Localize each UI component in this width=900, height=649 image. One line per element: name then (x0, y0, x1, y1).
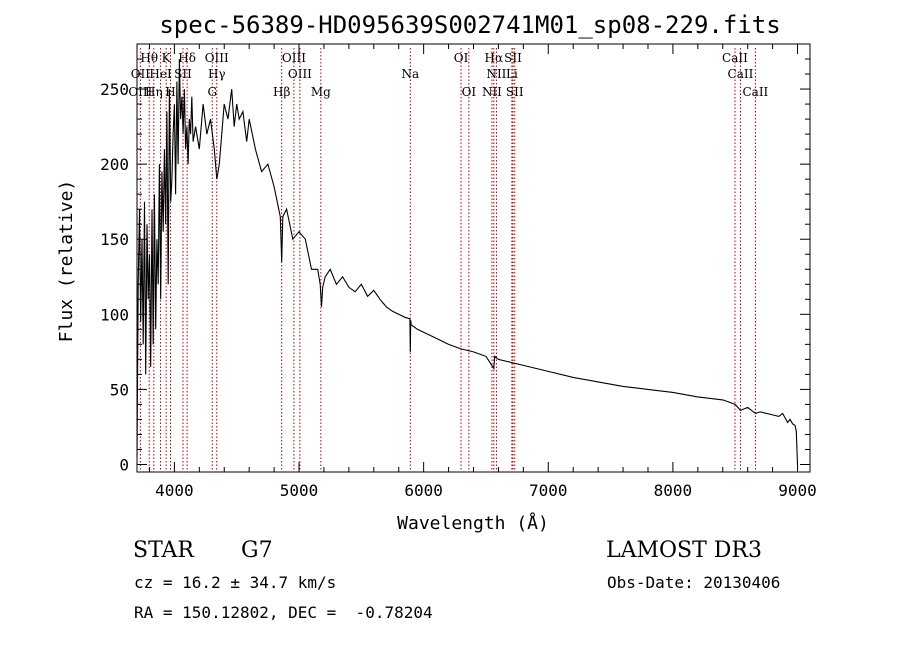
line-marker-label: Na (401, 67, 419, 81)
line-marker-label: Hγ (208, 67, 226, 81)
y-tick-label: 50 (110, 380, 129, 399)
object-class: STAR (133, 538, 194, 563)
line-marker-label: SII (174, 67, 192, 81)
line-marker-label: SII (506, 85, 524, 99)
line-marker-label: CaII (722, 51, 748, 65)
x-axis-ticks: 4000 5000 6000 7000 8000 9000 (148, 44, 817, 500)
survey-name: LAMOST DR3 (606, 538, 762, 563)
line-marker-label: HeI (149, 67, 172, 81)
ra-dec: RA = 150.12802, DEC = -0.78204 (134, 603, 433, 622)
y-tick-label: 250 (100, 80, 129, 99)
obs-date: Obs-Date: 20130406 (607, 573, 781, 592)
spectrum-line (136, 58, 799, 465)
x-tick-label: 9000 (778, 481, 817, 500)
y-tick-label: 0 (119, 455, 129, 474)
line-marker-label: OIII (128, 85, 152, 99)
line-marker-label: OI (454, 51, 469, 65)
line-marker-label: OIII (205, 51, 229, 65)
y-axis-ticks: 0 50 100 150 200 250 (100, 58, 810, 474)
line-marker-label: OIII (282, 51, 306, 65)
line-marker-label: CaII (742, 85, 768, 99)
line-marker-label: NII (482, 85, 502, 99)
object-subclass: G7 (241, 538, 273, 563)
y-axis-label: Flux (relative) (56, 180, 77, 343)
plot-frame (136, 43, 811, 473)
line-marker-label: Hα (485, 51, 504, 65)
line-marker-label: H (165, 85, 175, 99)
line-marker-group (139, 48, 756, 472)
chart-title: spec-56389-HD095639S002741M01_sp08-229.f… (159, 11, 780, 39)
line-marker-label: Hδ (178, 51, 196, 65)
line-marker-label: K (162, 51, 172, 65)
line-marker-label: Li (506, 67, 518, 81)
x-axis-label: Wavelength (Å) (397, 512, 549, 534)
line-marker-label: OI (462, 85, 477, 99)
redshift-cz: cz = 16.2 ± 34.7 km/s (134, 573, 337, 592)
line-marker-label: NII (486, 67, 506, 81)
line-marker-label: Mg (311, 85, 331, 99)
x-tick-label: 6000 (404, 481, 443, 500)
line-marker-label: Hθ (140, 51, 158, 65)
line-marker-label: G (207, 85, 217, 99)
x-tick-label: 7000 (529, 481, 568, 500)
x-tick-label: 8000 (654, 481, 693, 500)
x-tick-label: 4000 (155, 481, 194, 500)
x-tick-label: 5000 (280, 481, 319, 500)
y-tick-label: 100 (100, 305, 129, 324)
y-tick-label: 150 (100, 230, 129, 249)
line-marker-label: CaII (728, 67, 754, 81)
line-marker-label: Hη (145, 85, 163, 99)
line-marker-label: OIII (288, 67, 312, 81)
y-tick-label: 200 (100, 155, 129, 174)
line-marker-label: SII (504, 51, 522, 65)
line-marker-label: Hβ (273, 85, 290, 99)
